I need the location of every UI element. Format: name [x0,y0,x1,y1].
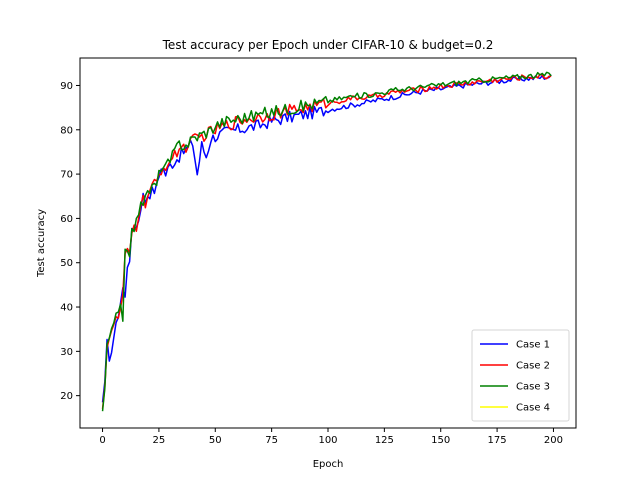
legend-label: Case 2 [516,361,550,372]
y-tick-label: 70 [60,170,73,181]
x-tick-label: 200 [544,435,563,446]
chart-title: Test accuracy per Epoch under CIFAR-10 &… [162,38,494,52]
x-tick-label: 150 [431,435,450,446]
x-tick-label: 0 [99,435,105,446]
x-tick-label: 50 [209,435,222,446]
y-tick-label: 50 [60,258,73,269]
legend-label: Case 3 [516,382,550,393]
x-axis-label: Epoch [313,459,344,470]
legend-items: Case 1 Case 2 Case 3 Case 4 [480,340,550,414]
y-tick-label: 60 [60,214,73,225]
legend-label: Case 4 [516,403,550,414]
y-tick-label: 90 [60,81,73,92]
y-tick-label: 80 [60,125,73,136]
y-tick-label: 30 [60,347,73,358]
x-tick-label: 25 [153,435,166,446]
series-lines [101,71,552,412]
y-axis-label: Test accuracy [36,209,47,278]
legend: Case 1 Case 2 Case 3 Case 4 [471,329,570,422]
y-tick-label: 40 [60,303,73,314]
x-tick-label: 75 [265,435,278,446]
x-tick-label: 175 [488,435,507,446]
y-tick-label: 20 [60,391,73,402]
x-tick-label: 125 [375,435,394,446]
series-line-case-2 [101,73,552,410]
x-tick-label: 100 [318,435,337,446]
legend-frame [471,329,570,422]
series-line-case-3 [101,71,552,412]
x-axis-ticks: 0 25 50 75 100 125 150 175 200 [99,428,563,446]
legend-label: Case 1 [516,340,550,351]
y-axis-ticks: 20 30 40 50 60 70 80 90 [60,81,80,402]
